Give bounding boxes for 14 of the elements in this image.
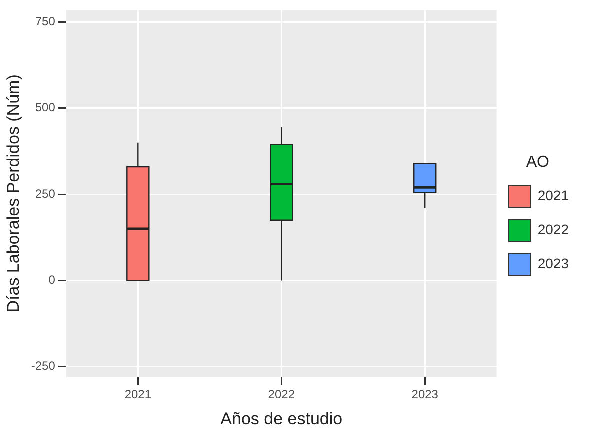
legend-label: 2022 bbox=[538, 221, 570, 238]
y-tick-label: 500 bbox=[35, 100, 56, 115]
y-tick-label: 750 bbox=[35, 14, 56, 29]
legend-label: 2023 bbox=[538, 255, 570, 272]
x-axis-title: Años de estudio bbox=[220, 409, 343, 428]
y-tick-label: -250 bbox=[31, 359, 56, 374]
legend-label: 2021 bbox=[538, 187, 570, 204]
x-tick-label: 2022 bbox=[268, 388, 296, 402]
legend-title: AO bbox=[526, 154, 550, 171]
y-tick-label: 0 bbox=[48, 273, 56, 288]
y-tick-label: 250 bbox=[35, 186, 56, 201]
x-tick-label: 2023 bbox=[412, 388, 439, 402]
y-axis-title: Días Laborales Perdidos (Núm) bbox=[4, 74, 23, 313]
x-tick-label: 2021 bbox=[124, 388, 152, 402]
